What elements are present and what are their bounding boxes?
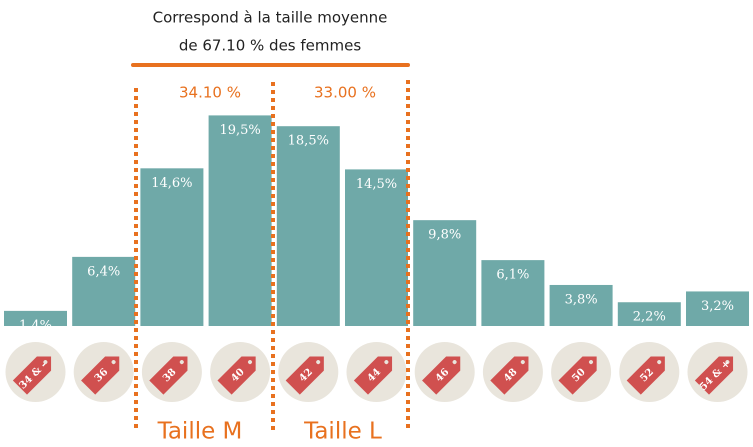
value-label: 18,5% — [288, 134, 329, 149]
tag-hole — [316, 360, 321, 365]
bar — [72, 256, 136, 326]
value-label: 3,8% — [565, 292, 598, 307]
tag-hole — [179, 360, 184, 365]
bar — [617, 302, 681, 326]
size-tag: 46 — [422, 356, 461, 395]
tag-hole — [588, 360, 593, 365]
tag-shape — [81, 356, 120, 395]
tag-shape — [422, 356, 461, 395]
title-line: Correspond à la taille moyenne — [153, 9, 388, 27]
bar — [345, 169, 408, 326]
tag-shape — [353, 356, 393, 395]
bar — [276, 126, 340, 326]
tag-shape — [285, 356, 324, 395]
tag-hole — [111, 360, 116, 365]
tag-hole — [43, 360, 48, 365]
value-label: 6,1% — [496, 268, 529, 283]
value-label: 14,5% — [356, 177, 397, 192]
value-label: 9,8% — [428, 228, 461, 243]
tag-hole — [657, 360, 662, 365]
size-tag: 40 — [217, 356, 256, 395]
group-share: 33.00 % — [314, 84, 376, 102]
value-label: 19,5% — [219, 123, 260, 138]
bar — [208, 115, 272, 327]
bar — [481, 260, 545, 326]
tag-hole — [725, 360, 730, 365]
tag-shape — [12, 356, 52, 395]
tags: 34 & -36 38 40 42 44 46 48 50 52 54 & + — [5, 342, 748, 402]
bar — [4, 310, 67, 326]
tag-shape — [217, 356, 256, 395]
tag-shape — [694, 356, 734, 395]
size-tag: 42 — [285, 356, 324, 395]
value-label: 6,4% — [87, 264, 120, 279]
bar — [686, 291, 749, 326]
size-tag: 48 — [490, 356, 529, 395]
dividers — [134, 80, 410, 430]
bar — [140, 168, 204, 326]
group-label: Taille M — [157, 419, 243, 445]
tag-shape — [558, 356, 597, 395]
value-label: 1,4% — [19, 318, 52, 333]
tag-hole — [520, 360, 525, 365]
tag-hole — [247, 360, 252, 365]
title-line: de 67.10 % des femmes — [179, 37, 362, 55]
value-label: 3,2% — [701, 299, 734, 314]
size-tag: 38 — [149, 356, 188, 395]
bar — [413, 220, 477, 326]
tag-shape — [490, 356, 529, 395]
bars: 1,4% 6,4% 14,6% 19,5% 18,5% 14,5% 9,8% 6,1% 3,8%… — [4, 115, 749, 333]
group-label: Taille L — [303, 419, 382, 445]
size-tag: 44 — [353, 356, 393, 395]
group-share: 34.10 % — [179, 84, 241, 102]
tag-shape — [149, 356, 188, 395]
bar — [549, 284, 613, 326]
value-label: 14,6% — [151, 176, 192, 191]
size-tag: 36 — [81, 356, 120, 395]
size-tag: 52 — [626, 356, 665, 395]
tag-shape — [626, 356, 665, 395]
size-tag: 50 — [558, 356, 597, 395]
tag-hole — [452, 360, 457, 365]
value-label: 2,2% — [633, 310, 666, 325]
tag-hole — [384, 360, 389, 365]
